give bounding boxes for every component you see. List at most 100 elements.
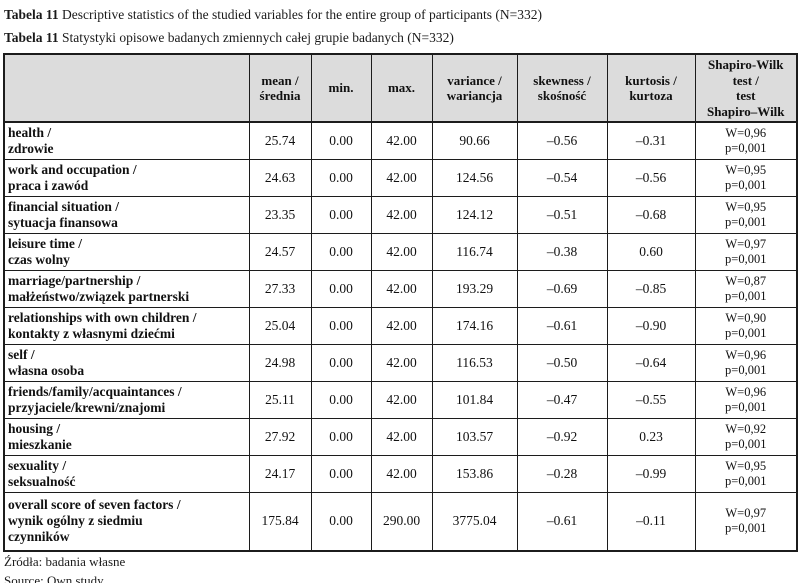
table-number-pl: Tabela 11 — [4, 30, 59, 45]
shapiro-cell: W=0,97 p=0,001 — [694, 492, 798, 551]
variance-cell: 124.12 — [431, 196, 518, 234]
max-cell: 42.00 — [370, 344, 433, 382]
row-label-cell: financial situation / sytuacja finansowa — [3, 196, 250, 234]
mean-cell: 25.04 — [248, 307, 312, 345]
kurtosis-cell: –0.85 — [606, 270, 696, 308]
row-label-cell: housing / mieszkanie — [3, 418, 250, 456]
column-header: variance / wariancja — [431, 53, 518, 123]
row-label-cell: relationships with own children / kontak… — [3, 307, 250, 345]
kurtosis-cell: 0.60 — [606, 233, 696, 271]
variance-cell: 116.53 — [431, 344, 518, 382]
kurtosis-cell: –0.11 — [606, 492, 696, 551]
min-cell: 0.00 — [310, 270, 372, 308]
shapiro-cell: W=0,95 p=0,001 — [694, 196, 798, 234]
skewness-cell: –0.61 — [516, 492, 608, 551]
row-label-cell: health / zdrowie — [3, 121, 250, 160]
table-row: health / zdrowie 25.74 0.00 42.00 90.66 –0.56… — [3, 121, 798, 160]
mean-cell: 24.98 — [248, 344, 312, 382]
column-header: mean / średnia — [248, 53, 312, 123]
mean-cell: 27.92 — [248, 418, 312, 456]
row-label-cell: work and occupation / praca i zawód — [3, 159, 250, 197]
max-cell: 42.00 — [370, 307, 433, 345]
min-cell: 0.00 — [310, 418, 372, 456]
skewness-cell: –0.54 — [516, 159, 608, 197]
shapiro-cell: W=0,87 p=0,001 — [694, 270, 798, 308]
row-label-cell: sexuality / seksualność — [3, 455, 250, 493]
kurtosis-cell: –0.64 — [606, 344, 696, 382]
table-title-pl-text: Statystyki opisowe badanych zmiennych ca… — [58, 30, 454, 45]
max-cell: 42.00 — [370, 455, 433, 493]
descriptive-statistics-table: mean / średnia min. max. variance / warianc… — [3, 53, 798, 552]
min-cell: 0.00 — [310, 159, 372, 197]
variance-cell: 116.74 — [431, 233, 518, 271]
kurtosis-cell: –0.31 — [606, 121, 696, 160]
source-note-pl: Źródła: badania własne — [4, 553, 126, 569]
variance-cell: 174.16 — [431, 307, 518, 345]
mean-cell: 24.63 — [248, 159, 312, 197]
max-cell: 42.00 — [370, 270, 433, 308]
max-cell: 42.00 — [370, 121, 433, 160]
skewness-cell: –0.50 — [516, 344, 608, 382]
skewness-cell: –0.38 — [516, 233, 608, 271]
variance-cell: 193.29 — [431, 270, 518, 308]
table-number-en: Tabela 11 — [4, 7, 59, 22]
mean-cell: 24.17 — [248, 455, 312, 493]
kurtosis-cell: –0.68 — [606, 196, 696, 234]
mean-cell: 25.11 — [248, 381, 312, 419]
max-cell: 42.00 — [370, 381, 433, 419]
variance-cell: 153.86 — [431, 455, 518, 493]
column-header: max. — [370, 53, 433, 123]
kurtosis-cell: –0.56 — [606, 159, 696, 197]
table-row: relationships with own children / kontak… — [3, 307, 798, 345]
table-title-en-text: Descriptive statistics of the studied va… — [58, 7, 543, 22]
table-row: financial situation / sytuacja finansowa… — [3, 196, 798, 234]
min-cell: 0.00 — [310, 233, 372, 271]
mean-cell: 23.35 — [248, 196, 312, 234]
skewness-cell: –0.61 — [516, 307, 608, 345]
min-cell: 0.00 — [310, 455, 372, 493]
column-header: kurtosis / kurtoza — [606, 53, 696, 123]
table-row: self / własna osoba 24.98 0.00 42.00 116.53–… — [3, 344, 798, 382]
max-cell: 42.00 — [370, 196, 433, 234]
shapiro-cell: W=0,95 p=0,001 — [694, 159, 798, 197]
row-label-cell: leisure time / czas wolny — [3, 233, 250, 271]
table-row: overall score of seven factors / wynik o… — [3, 492, 798, 551]
shapiro-cell: W=0,90 p=0,001 — [694, 307, 798, 345]
shapiro-cell: W=0,96 p=0,001 — [694, 381, 798, 419]
shapiro-cell: W=0,97 p=0,001 — [694, 233, 798, 271]
table-title-pl: Tabela 11 Statystyki opisowe badanych zm… — [3, 26, 797, 49]
mean-cell: 25.74 — [248, 121, 312, 160]
variance-cell: 90.66 — [431, 121, 518, 160]
column-header: Shapiro-Wilk test / test Shapiro–Wilk — [694, 53, 798, 123]
max-cell: 42.00 — [370, 159, 433, 197]
corner-header-cell — [3, 53, 250, 123]
max-cell: 290.00 — [370, 492, 433, 551]
table-body: health / zdrowie 25.74 0.00 42.00 90.66 –0.56… — [3, 121, 798, 551]
max-cell: 42.00 — [370, 418, 433, 456]
min-cell: 0.00 — [310, 381, 372, 419]
row-label-cell: self / własna osoba — [3, 344, 250, 382]
table-row: friends/family/acquaintances / przyjacie… — [3, 381, 798, 419]
row-label-cell: marriage/partnership / małżeństwo/związe… — [3, 270, 250, 308]
skewness-cell: –0.47 — [516, 381, 608, 419]
shapiro-cell: W=0,92 p=0,001 — [694, 418, 798, 456]
table-row: sexuality / seksualność 24.17 0.00 42.00 153… — [3, 455, 798, 493]
kurtosis-cell: –0.55 — [606, 381, 696, 419]
table-title-en: Tabela 11 Descriptive statistics of the … — [3, 3, 797, 26]
skewness-cell: –0.28 — [516, 455, 608, 493]
skewness-cell: –0.56 — [516, 121, 608, 160]
min-cell: 0.00 — [310, 196, 372, 234]
skewness-cell: –0.69 — [516, 270, 608, 308]
min-cell: 0.00 — [310, 344, 372, 382]
mean-cell: 27.33 — [248, 270, 312, 308]
skewness-cell: –0.51 — [516, 196, 608, 234]
variance-cell: 124.56 — [431, 159, 518, 197]
table-row: housing / mieszkanie 27.92 0.00 42.00 103.57… — [3, 418, 798, 456]
kurtosis-cell: 0.23 — [606, 418, 696, 456]
mean-cell: 24.57 — [248, 233, 312, 271]
min-cell: 0.00 — [310, 121, 372, 160]
table-row: marriage/partnership / małżeństwo/związe… — [3, 270, 798, 308]
source-note-en: Source: Own study — [4, 572, 104, 583]
shapiro-cell: W=0,95 p=0,001 — [694, 455, 798, 493]
